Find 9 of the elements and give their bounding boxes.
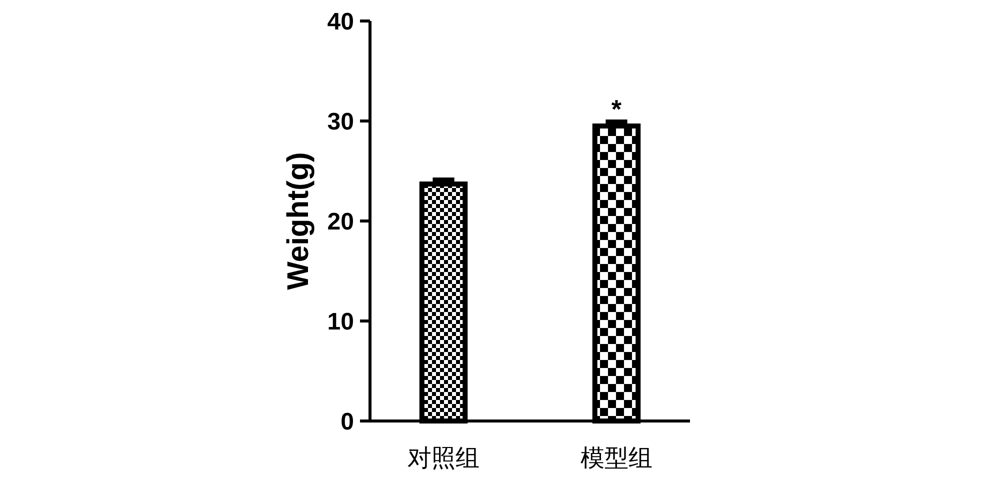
x-tick-label: 对照组 xyxy=(408,444,480,472)
y-tick-label: 30 xyxy=(327,108,354,136)
y-axis-title: Weight(g) xyxy=(282,152,315,290)
y-tick-label: 20 xyxy=(327,208,354,236)
x-tick-label: 模型组 xyxy=(580,444,652,472)
y-tick-label: 40 xyxy=(327,8,354,36)
annotation: * xyxy=(611,94,622,124)
y-tick-label: 0 xyxy=(340,408,354,436)
y-tick-label: 10 xyxy=(327,308,354,336)
